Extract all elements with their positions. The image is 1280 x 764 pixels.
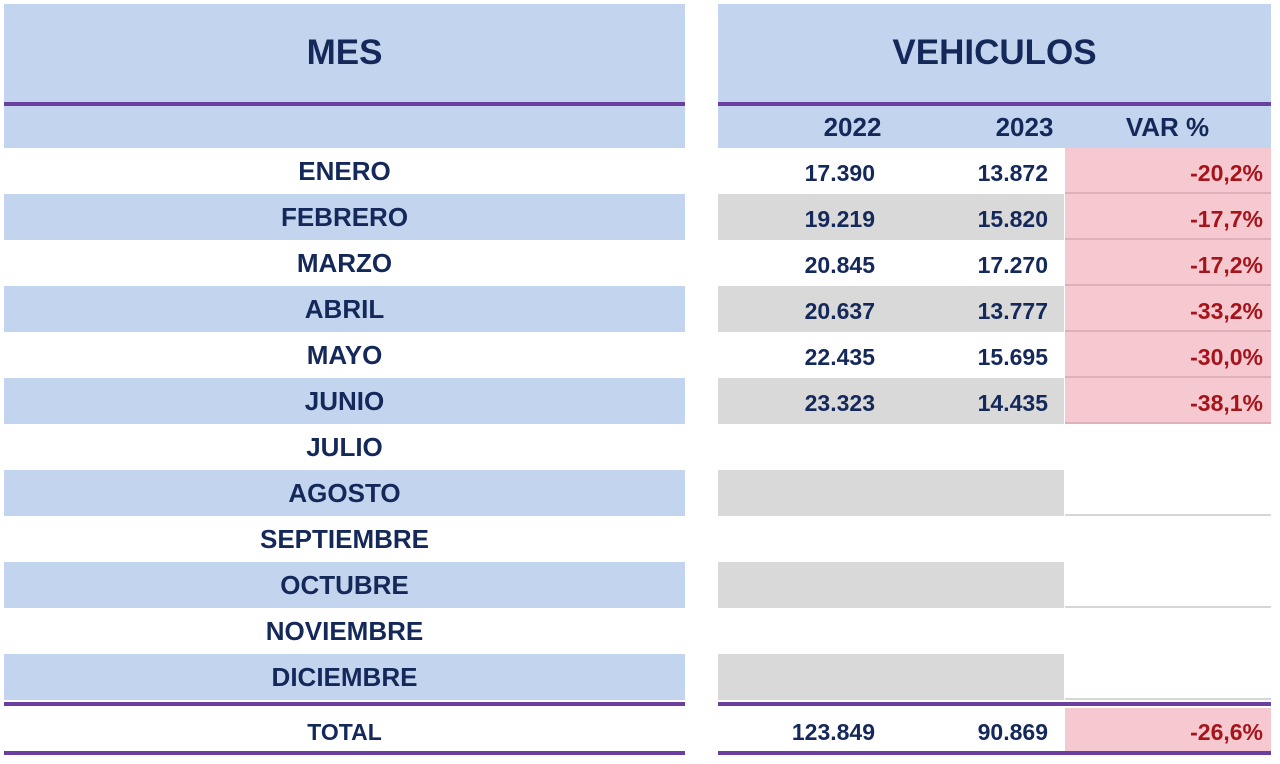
total-bottom-rule-left [4, 751, 685, 755]
value-2023: 13.872 [977, 160, 1048, 186]
var-cell [1065, 470, 1271, 516]
value-2022: 23.323 [804, 390, 875, 416]
value-2022 [718, 516, 875, 562]
value-2022 [718, 654, 875, 700]
table-row-values [718, 608, 1064, 654]
total-var-cell: -26,6% [1065, 708, 1271, 752]
value-2022: 17.390 [804, 160, 875, 186]
table-row-values [718, 516, 1064, 562]
value-2023: 15.695 [977, 344, 1048, 370]
var-percent: -17,7% [1190, 206, 1263, 232]
month-label: DICIEMBRE [4, 654, 685, 700]
value-2022 [718, 562, 875, 608]
var-percent: -33,2% [1190, 298, 1263, 324]
total-label: TOTAL [307, 719, 382, 745]
var-cell [1065, 654, 1271, 700]
table-row-values: 23.323 14.435 [718, 378, 1064, 424]
total-values: 123.849 90.869 [718, 708, 1064, 752]
column-header-var: VAR % [1125, 112, 1210, 142]
header-vehiculos-label: VEHICULOS [892, 33, 1097, 72]
subheader-years [718, 106, 1271, 148]
value-2022: 20.637 [804, 298, 875, 324]
var-percent: -30,0% [1190, 344, 1263, 370]
header-mes-label: MES [306, 33, 383, 72]
table-row-values: 20.637 13.777 [718, 286, 1064, 332]
value-2023: 15.820 [977, 206, 1048, 232]
value-2022 [718, 424, 875, 470]
total-bottom-rule-right [718, 751, 1271, 755]
value-2023 [878, 608, 1048, 654]
var-percent: -38,1% [1190, 390, 1263, 416]
month-label: MAYO [306, 339, 383, 370]
total-top-rule-right [718, 702, 1271, 706]
var-cell: -38,1% [1065, 378, 1271, 424]
value-2023: 14.435 [977, 390, 1048, 416]
column-header-2022: 2022 [823, 112, 882, 142]
value-2023 [878, 516, 1048, 562]
month-label: NOVIEMBRE [265, 615, 424, 646]
var-cell: -20,2% [1065, 148, 1271, 194]
var-percent: -17,2% [1190, 252, 1263, 278]
month-label: MARZO [296, 247, 393, 278]
total-2023: 90.869 [977, 719, 1048, 745]
month-label: OCTUBRE [4, 562, 685, 608]
header-mes: MES [4, 4, 685, 106]
value-2023 [878, 654, 1048, 700]
table-row-values [718, 424, 1064, 470]
table-row-values: 20.845 17.270 [718, 240, 1064, 286]
total-2022: 123.849 [791, 719, 875, 745]
table-row-values [718, 654, 1064, 700]
table-row-values: 19.219 15.820 [718, 194, 1064, 240]
month-label: JUNIO [4, 378, 685, 424]
table-row-values [718, 470, 1064, 516]
subheader-mes-blank [4, 106, 685, 148]
table-row-values [718, 562, 1064, 608]
month-label: FEBRERO [4, 194, 685, 240]
header-vehiculos: VEHICULOS [718, 4, 1271, 106]
value-2022 [718, 470, 875, 516]
month-label: AGOSTO [4, 470, 685, 516]
var-cell [1065, 562, 1271, 608]
table-row-values: 22.435 15.695 [718, 332, 1064, 378]
var-percent: -20,2% [1190, 160, 1263, 186]
total-top-rule-left [4, 702, 685, 706]
total-var: -26,6% [1190, 719, 1263, 745]
value-2023 [878, 562, 1048, 608]
month-label: JULIO [306, 431, 383, 462]
value-2023 [878, 470, 1048, 516]
table-row-values: 17.390 13.872 [718, 148, 1064, 194]
var-cell: -33,2% [1065, 286, 1271, 332]
value-2022: 22.435 [804, 344, 875, 370]
month-label: ABRIL [4, 286, 685, 332]
var-cell: -17,7% [1065, 194, 1271, 240]
column-header-2023: 2023 [995, 112, 1054, 142]
var-cell: -17,2% [1065, 240, 1271, 286]
value-2023: 13.777 [977, 298, 1048, 324]
var-cell: -30,0% [1065, 332, 1271, 378]
value-2022: 20.845 [804, 252, 875, 278]
month-label: SEPTIEMBRE [259, 523, 430, 554]
value-2022 [718, 608, 875, 654]
value-2023: 17.270 [977, 252, 1048, 278]
month-label: ENERO [298, 155, 391, 186]
value-2023 [878, 424, 1048, 470]
value-2022: 19.219 [804, 206, 875, 232]
